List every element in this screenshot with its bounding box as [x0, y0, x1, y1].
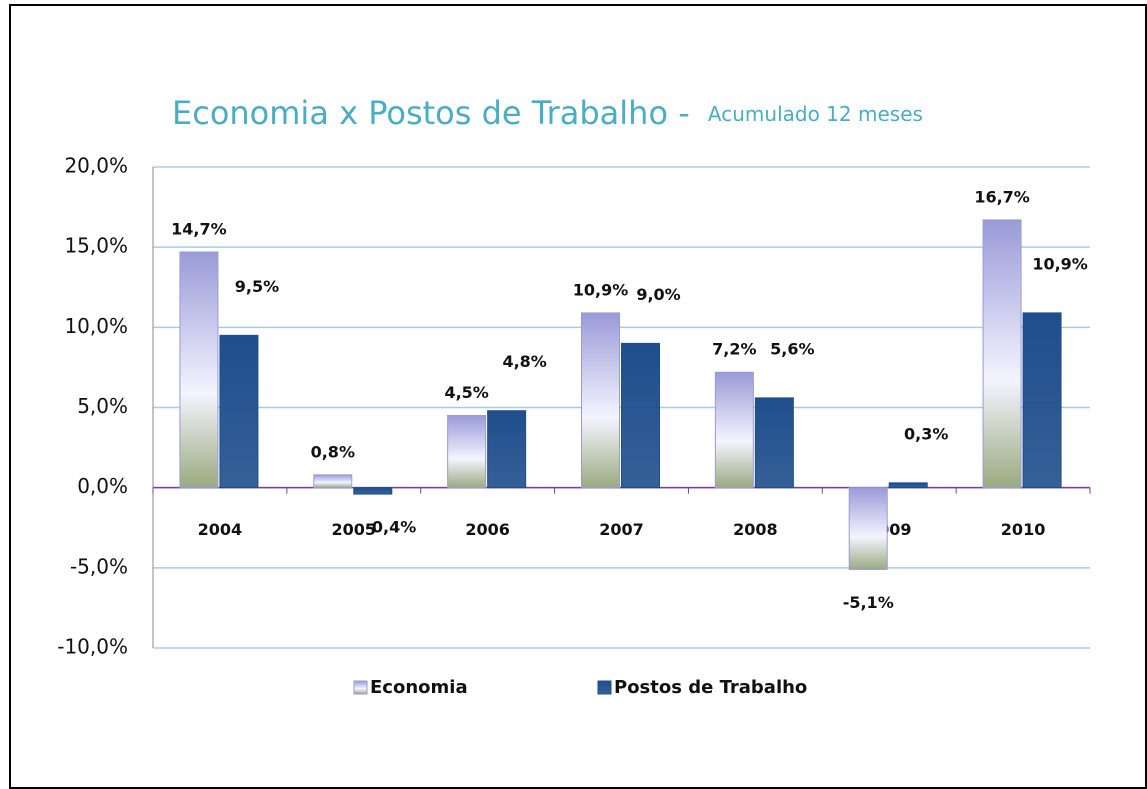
bar: [487, 410, 527, 489]
y-tick-label: 20,0%: [64, 154, 128, 178]
data-label: 7,2%: [712, 340, 756, 359]
legend-swatch: [597, 680, 612, 695]
y-tick-label: 0,0%: [77, 474, 128, 498]
bar: [621, 342, 660, 489]
bar: [754, 397, 794, 489]
data-label: 9,0%: [636, 285, 680, 304]
y-tick-label: 15,0%: [64, 234, 128, 258]
data-label: 16,7%: [974, 187, 1030, 206]
data-label: 4,5%: [444, 383, 488, 402]
bar: [219, 334, 259, 489]
bar: [888, 482, 928, 489]
y-tick-label: -10,0%: [57, 635, 128, 659]
x-tick-label: 2008: [733, 520, 778, 539]
legend-label: Economia: [370, 677, 468, 698]
bar: [848, 487, 888, 570]
data-label: 10,9%: [573, 280, 629, 299]
bar: [447, 415, 487, 489]
data-label: 14,7%: [171, 219, 227, 238]
x-tick-label: 2005: [332, 520, 377, 539]
subtitle: Acumulado 12 meses: [708, 102, 923, 126]
chart-title: Economia x Postos de Trabalho - Acumulad…: [172, 94, 923, 132]
legend-label: Postos de Trabalho: [614, 677, 807, 698]
bar: [1022, 312, 1062, 489]
bar: [581, 312, 620, 489]
data-label: -5,1%: [843, 593, 894, 612]
data-label: 9,5%: [235, 277, 279, 296]
data-label: 4,8%: [502, 352, 546, 371]
title: Economia x Postos de Trabalho -: [172, 94, 690, 132]
bar: [982, 219, 1022, 489]
data-label: -0,4%: [365, 518, 416, 537]
data-label: 10,9%: [1032, 254, 1088, 273]
data-label: 0,3%: [904, 424, 948, 443]
bar: [714, 371, 754, 489]
bar: [179, 251, 219, 489]
y-tick-label: -5,0%: [70, 554, 128, 578]
y-tick-label: 5,0%: [77, 394, 128, 418]
x-tick-label: 2006: [465, 520, 510, 539]
bar: [353, 487, 393, 495]
x-tick-label: 2007: [599, 520, 644, 539]
x-tick-label: 2004: [198, 520, 243, 539]
legend-swatch: [353, 680, 368, 695]
data-label: 5,6%: [770, 339, 814, 358]
bar: [313, 474, 353, 489]
x-tick-label: 2010: [1001, 520, 1046, 539]
y-tick-label: 10,0%: [64, 314, 128, 338]
data-label: 0,8%: [311, 442, 355, 461]
